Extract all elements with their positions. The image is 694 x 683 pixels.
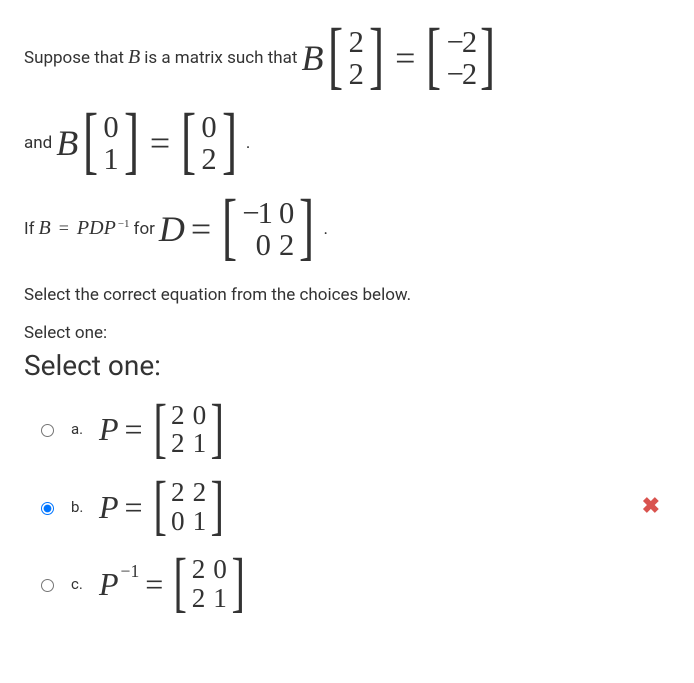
select-one-label-1: Select one: [24,323,670,343]
instruction-text: Select the correct equation from the cho… [24,285,670,305]
sym-P-b: P [99,491,119,523]
text-is-matrix: is a matrix such that [144,48,297,68]
option-b-eqn: P = [ 2 0 2 1 ] [99,473,229,540]
sym-B-1: B [128,46,140,69]
D-col2: 0 2 [279,197,294,261]
D-col1: −1 0 [242,197,271,261]
eq-sign-2: = [150,125,170,161]
problem-line-2: and B [ 0 1 ] = [ 0 2 ] . [24,106,670,182]
option-b-radio[interactable] [41,502,54,515]
option-a-radio[interactable] [41,424,54,437]
sym-B-eq1: B [301,40,323,76]
text-and: and [24,133,52,153]
sym-P-c: P [99,568,119,600]
sym-B-3: B [39,217,51,240]
vec-n2-n2: −2 −2 [447,26,476,90]
text-suppose: Suppose that [24,48,124,68]
sym-P-a: P [99,413,119,445]
problem-line-3: If B = PDP−1 for D = [ −1 0 0 2 ] . [24,191,670,267]
option-c-eqn: P−1 = [ 2 2 0 1 ] [99,550,249,617]
option-a-row[interactable]: a. P = [ 2 2 0 1 ] [36,396,670,463]
problem-line-1: Suppose that B is a matrix such that B [… [24,20,670,96]
sym-D: D [159,211,185,247]
text-dot-2: . [323,219,327,239]
vec-2-2: 2 2 [349,26,364,90]
text-dot-1: . [246,133,250,153]
select-one-label-2: Select one: [24,349,670,382]
text-for: for [134,219,155,239]
option-c-row[interactable]: c. P−1 = [ 2 2 0 1 ] [36,550,670,617]
option-a-eqn: P = [ 2 2 0 1 ] [99,396,229,463]
option-c-radio[interactable] [41,579,54,592]
eqn-D: D = [ −1 0 0 2 ] [159,191,320,267]
sym-B-eq2: B [56,125,78,161]
vec-0-1: 0 1 [103,111,118,175]
eq-sign-3b: = [191,211,211,247]
option-c-letter: c. [71,575,85,593]
sym-PDP: PDP−1 [77,217,130,240]
eqn-Bv1: B [ 2 2 ] = [ −2 −2 ] [301,20,500,96]
option-a-letter: a. [71,420,85,438]
eq-sign-3a: = [59,218,69,239]
eq-sign-1: = [395,40,415,76]
eqn-Bv2: B [ 0 1 ] = [ 0 2 ] [56,106,242,182]
option-b-letter: b. [71,498,85,516]
option-b-row[interactable]: b. P = [ 2 0 2 1 ] ✖ [36,473,670,540]
text-if: If [24,219,35,239]
vec-0-2: 0 2 [201,111,216,175]
wrong-icon: ✖ [642,494,660,519]
